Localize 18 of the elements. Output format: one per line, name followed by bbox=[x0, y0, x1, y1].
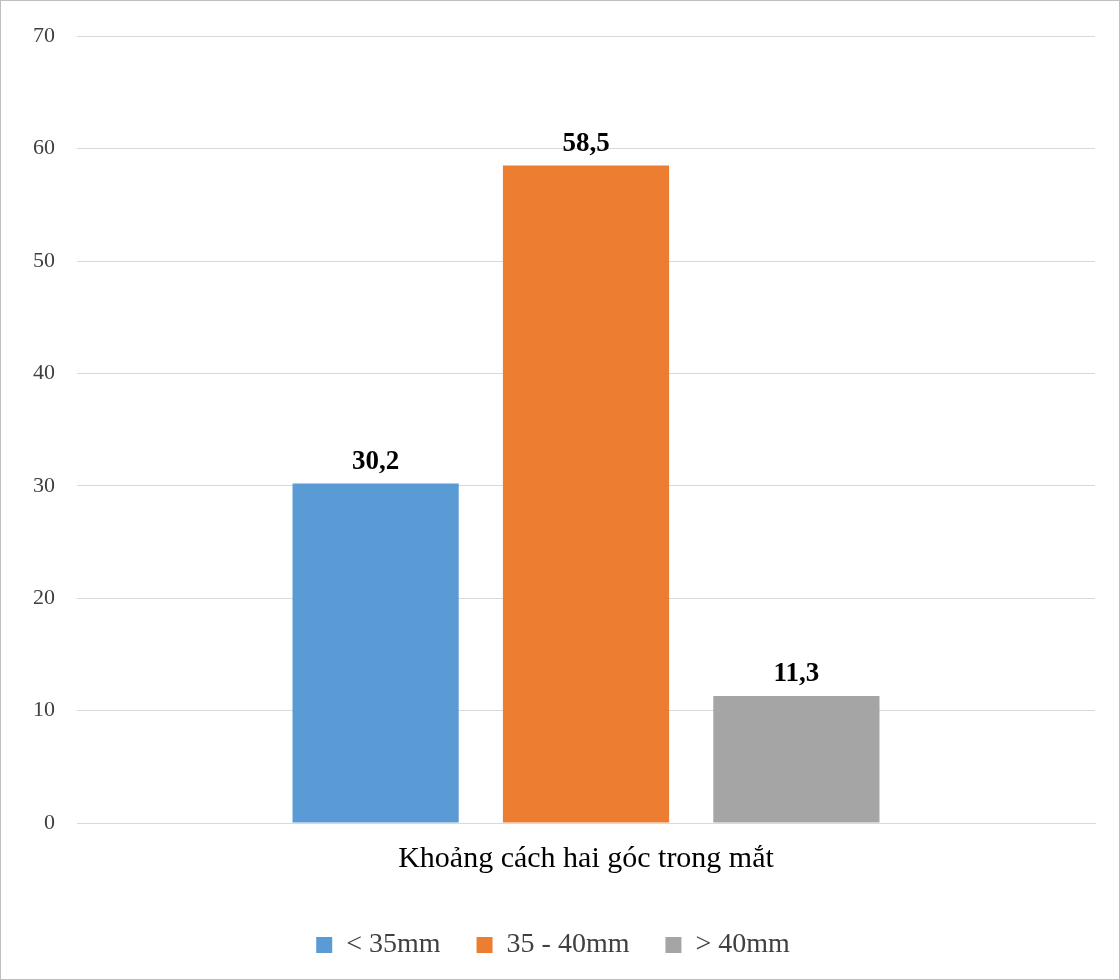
x-tick-label: Khoảng cách hai góc trong mắt bbox=[398, 839, 775, 873]
bar bbox=[292, 483, 459, 823]
legend-label: 35 - 40mm bbox=[506, 927, 630, 959]
data-label: 11,3 bbox=[773, 657, 820, 688]
y-tick-label: 20 bbox=[33, 583, 55, 609]
y-tick-label: 40 bbox=[33, 359, 55, 385]
legend-label: > 40mm bbox=[695, 927, 791, 959]
bar bbox=[502, 165, 670, 823]
y-tick-label: 30 bbox=[33, 471, 55, 497]
legend-label: < 35mm bbox=[346, 927, 441, 959]
y-tick-label: 10 bbox=[33, 696, 55, 722]
y-tick-label: 60 bbox=[33, 134, 55, 160]
y-tick-label: 70 bbox=[33, 21, 55, 47]
data-label: 30,2 bbox=[351, 445, 400, 476]
bar bbox=[713, 695, 880, 823]
data-label: 58,5 bbox=[562, 126, 610, 157]
y-tick-label: 50 bbox=[33, 246, 55, 272]
y-tick-label: 0 bbox=[44, 808, 55, 834]
